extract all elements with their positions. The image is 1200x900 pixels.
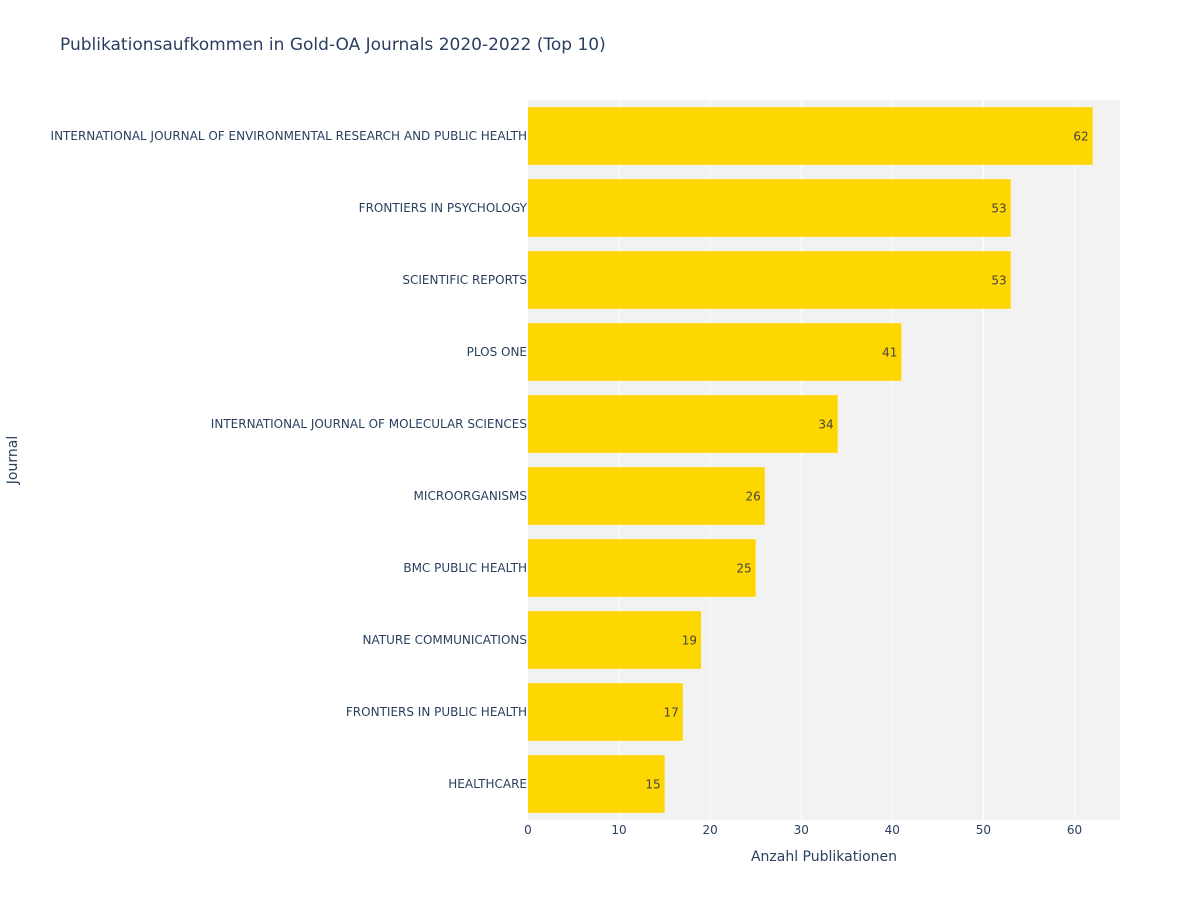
bar-value-label: 62 [1073, 130, 1088, 144]
bars [528, 107, 1093, 813]
bar[interactable] [528, 107, 1093, 165]
bar[interactable] [528, 683, 683, 741]
bar[interactable] [528, 251, 1011, 309]
bar[interactable] [528, 323, 902, 381]
y-tick-label: INTERNATIONAL JOURNAL OF ENVIRONMENTAL R… [51, 129, 527, 143]
y-tick-label: SCIENTIFIC REPORTS [402, 273, 527, 287]
y-tick-label: FRONTIERS IN PSYCHOLOGY [359, 201, 528, 215]
x-axis-title: Anzahl Publikationen [751, 849, 897, 865]
y-tick-labels: INTERNATIONAL JOURNAL OF ENVIRONMENTAL R… [51, 129, 528, 791]
bar-value-label: 25 [736, 562, 751, 576]
bar-value-label: 17 [664, 706, 679, 720]
y-tick-label: BMC PUBLIC HEALTH [403, 561, 527, 575]
y-axis-title: Journal [5, 436, 21, 485]
y-tick-label: HEALTHCARE [448, 777, 527, 791]
bar-value-label: 53 [991, 274, 1006, 288]
x-tick-label: 40 [885, 823, 900, 837]
bar[interactable] [528, 395, 838, 453]
y-tick-label: PLOS ONE [467, 345, 527, 359]
bar-value-label: 15 [645, 778, 660, 792]
x-tick-label: 30 [794, 823, 809, 837]
x-tick-label: 50 [976, 823, 991, 837]
x-tick-label: 60 [1067, 823, 1082, 837]
y-tick-label: INTERNATIONAL JOURNAL OF MOLECULAR SCIEN… [211, 417, 527, 431]
bar[interactable] [528, 467, 765, 525]
bar-value-label: 41 [882, 346, 897, 360]
y-tick-label: MICROORGANISMS [414, 489, 527, 503]
bar-value-label: 26 [746, 490, 761, 504]
bar-labels: 62 53 53 41 34 26 25 19 17 15 [645, 130, 1088, 792]
chart-title: Publikationsaufkommen in Gold-OA Journal… [60, 35, 606, 55]
x-tick-labels: 0 10 20 30 40 50 60 [524, 823, 1082, 837]
bar[interactable] [528, 539, 756, 597]
x-tick-label: 20 [703, 823, 718, 837]
x-tick-label: 0 [524, 823, 532, 837]
x-tick-label: 10 [611, 823, 626, 837]
bar[interactable] [528, 179, 1011, 237]
y-tick-label: NATURE COMMUNICATIONS [363, 633, 528, 647]
bar[interactable] [528, 755, 665, 813]
bar-value-label: 34 [818, 418, 833, 432]
y-tick-label: FRONTIERS IN PUBLIC HEALTH [346, 705, 527, 719]
bar[interactable] [528, 611, 702, 669]
bar-value-label: 53 [991, 202, 1006, 216]
bar-value-label: 19 [682, 634, 697, 648]
